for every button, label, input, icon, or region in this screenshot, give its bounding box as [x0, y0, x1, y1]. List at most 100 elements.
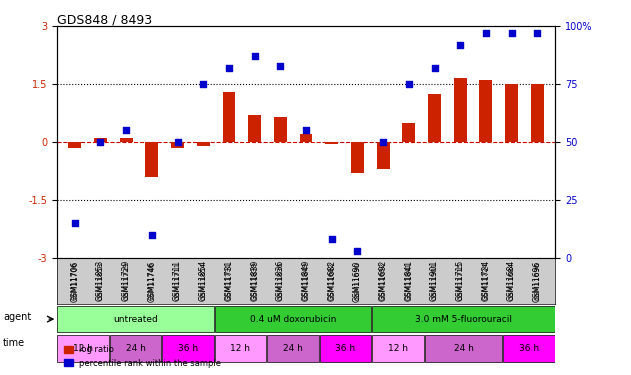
Point	[507, 30, 517, 36]
FancyBboxPatch shape	[372, 336, 423, 362]
Text: GSM11729: GSM11729	[123, 262, 129, 300]
Legend: log ratio, percentile rank within the sample: log ratio, percentile rank within the sa…	[61, 342, 225, 371]
Text: time: time	[3, 338, 25, 348]
Bar	[94, 138, 107, 142]
FancyBboxPatch shape	[162, 336, 214, 362]
Bar	[480, 80, 492, 142]
Text: 0.4 uM doxorubicin: 0.4 uM doxorubicin	[250, 315, 336, 324]
Text: 24 h: 24 h	[283, 344, 303, 353]
Text: GSM11841: GSM11841	[404, 260, 413, 301]
Point	[95, 139, 105, 145]
Text: GSM11696: GSM11696	[534, 262, 540, 300]
Text: GSM11839: GSM11839	[250, 260, 259, 302]
Point	[121, 128, 131, 134]
FancyBboxPatch shape	[110, 336, 161, 362]
Text: 36 h: 36 h	[519, 344, 539, 353]
Text: GSM11746: GSM11746	[149, 262, 155, 300]
Text: GSM11715: GSM11715	[457, 262, 463, 300]
Point	[532, 30, 542, 36]
Bar	[454, 78, 467, 142]
Point	[147, 232, 157, 238]
Point	[430, 65, 440, 71]
Text: GSM11853: GSM11853	[97, 262, 103, 300]
Text: GSM11690: GSM11690	[355, 262, 360, 300]
Text: 24 h: 24 h	[454, 344, 473, 353]
Text: GSM11731: GSM11731	[225, 260, 233, 302]
Text: GSM11696: GSM11696	[533, 260, 542, 302]
Text: GSM11836: GSM11836	[276, 260, 285, 302]
Bar	[351, 142, 364, 173]
Text: GSM11854: GSM11854	[200, 262, 206, 300]
Text: GSM11836: GSM11836	[278, 262, 283, 300]
Text: GSM11849: GSM11849	[302, 260, 310, 302]
Point	[352, 248, 362, 254]
Text: 12 h: 12 h	[230, 344, 251, 353]
Bar	[428, 94, 441, 142]
Bar	[377, 142, 389, 169]
Point	[172, 139, 182, 145]
Text: GSM11841: GSM11841	[406, 262, 412, 300]
Bar	[274, 117, 286, 142]
FancyBboxPatch shape	[267, 336, 319, 362]
Point	[70, 220, 80, 226]
Text: GSM11854: GSM11854	[199, 260, 208, 302]
Point	[250, 53, 260, 59]
Bar	[505, 84, 518, 142]
Text: GDS848 / 8493: GDS848 / 8493	[57, 13, 152, 26]
FancyBboxPatch shape	[57, 306, 214, 333]
Text: GSM11731: GSM11731	[226, 262, 232, 300]
Bar	[300, 134, 312, 142]
Text: GSM11746: GSM11746	[148, 260, 156, 302]
Text: GSM11684: GSM11684	[507, 260, 516, 302]
Point	[275, 63, 285, 69]
Text: GSM11853: GSM11853	[96, 260, 105, 302]
Bar	[326, 142, 338, 144]
Text: GSM11901: GSM11901	[432, 262, 437, 300]
FancyBboxPatch shape	[57, 336, 109, 362]
Bar	[531, 84, 544, 142]
Bar	[223, 92, 235, 142]
Text: GSM11682: GSM11682	[327, 260, 336, 301]
Text: untreated: untreated	[113, 315, 158, 324]
Text: GSM11684: GSM11684	[509, 262, 515, 300]
Bar	[145, 142, 158, 177]
FancyBboxPatch shape	[425, 336, 502, 362]
Text: GSM11690: GSM11690	[353, 260, 362, 302]
Bar	[120, 138, 133, 142]
Text: GSM11849: GSM11849	[303, 262, 309, 300]
Point	[327, 236, 337, 242]
FancyBboxPatch shape	[372, 306, 555, 333]
Text: GSM11711: GSM11711	[173, 260, 182, 301]
Text: GSM11901: GSM11901	[430, 260, 439, 302]
Text: GSM11706: GSM11706	[72, 262, 78, 300]
Bar	[197, 142, 209, 146]
FancyBboxPatch shape	[320, 336, 371, 362]
Text: GSM11711: GSM11711	[175, 262, 180, 300]
Text: 36 h: 36 h	[335, 344, 355, 353]
Text: 36 h: 36 h	[178, 344, 198, 353]
Bar	[403, 123, 415, 142]
Text: 24 h: 24 h	[126, 344, 145, 353]
Text: 12 h: 12 h	[73, 344, 93, 353]
Text: agent: agent	[3, 312, 32, 322]
Bar	[248, 115, 261, 142]
Text: GSM11682: GSM11682	[329, 262, 334, 300]
Text: GSM11715: GSM11715	[456, 260, 464, 302]
Text: GSM11692: GSM11692	[379, 260, 387, 302]
FancyBboxPatch shape	[215, 306, 371, 333]
Text: GSM11692: GSM11692	[380, 262, 386, 300]
Text: GSM11706: GSM11706	[70, 260, 80, 302]
FancyBboxPatch shape	[504, 336, 555, 362]
Bar	[171, 142, 184, 148]
Text: GSM11839: GSM11839	[252, 262, 257, 300]
Text: GSM11724: GSM11724	[481, 260, 490, 302]
Point	[378, 139, 388, 145]
Bar	[68, 142, 81, 148]
Point	[455, 42, 465, 48]
FancyBboxPatch shape	[215, 336, 266, 362]
Point	[404, 81, 414, 87]
Point	[224, 65, 234, 71]
Text: GSM11724: GSM11724	[483, 262, 489, 300]
Text: 12 h: 12 h	[388, 344, 408, 353]
Point	[481, 30, 491, 36]
